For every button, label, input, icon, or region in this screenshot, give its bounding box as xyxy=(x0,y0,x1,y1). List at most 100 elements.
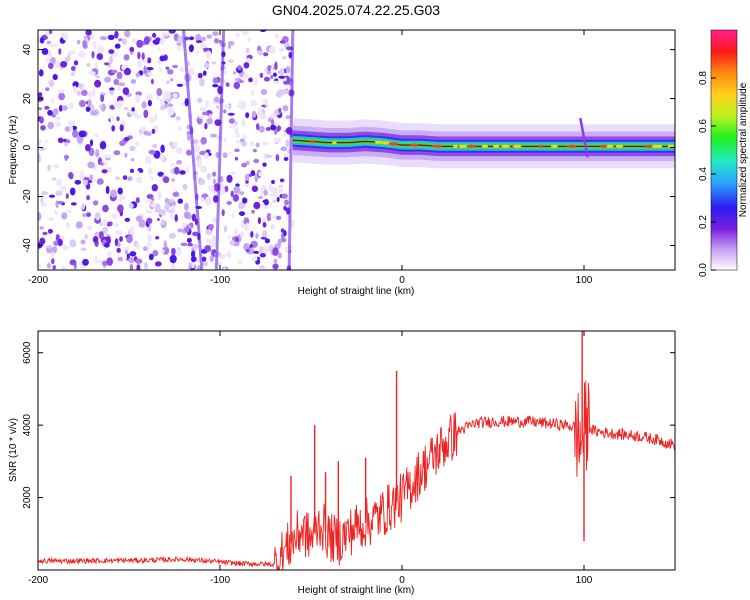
noise-blob xyxy=(263,76,271,82)
noise-blob xyxy=(42,231,48,236)
noise-blob xyxy=(147,72,153,76)
noise-blob xyxy=(55,234,60,242)
noise-blob xyxy=(104,242,110,248)
noise-blob xyxy=(209,241,215,248)
noise-blob xyxy=(266,212,272,222)
noise-blob xyxy=(239,231,244,238)
noise-blob xyxy=(124,136,130,142)
noise-blob xyxy=(204,245,212,252)
noise-blob xyxy=(199,78,205,87)
noise-blob xyxy=(53,108,59,116)
noise-blob xyxy=(211,61,217,65)
noise-blob xyxy=(212,77,219,84)
noise-blob xyxy=(191,261,195,269)
noise-blob xyxy=(146,233,153,243)
noise-blob xyxy=(45,87,50,91)
noise-blob xyxy=(60,61,68,68)
noise-blob xyxy=(104,76,112,83)
noise-blob xyxy=(61,212,68,220)
noise-blob xyxy=(101,219,108,227)
noise-blob xyxy=(243,217,250,226)
noise-blob xyxy=(107,34,115,41)
noise-blob xyxy=(223,109,227,114)
noise-blob xyxy=(89,174,94,181)
noise-blob xyxy=(277,240,282,249)
noise-blob xyxy=(179,170,186,175)
noise-blob xyxy=(102,204,109,213)
noise-blob xyxy=(169,254,177,264)
noise-blob xyxy=(188,36,195,41)
noise-blob xyxy=(187,68,195,75)
noise-blob xyxy=(182,222,187,228)
noise-blob xyxy=(191,250,196,258)
noise-blob xyxy=(227,151,233,155)
noise-blob xyxy=(68,50,76,55)
noise-blob xyxy=(65,139,71,144)
noise-blob xyxy=(283,80,290,85)
noise-blob xyxy=(205,201,210,206)
colorbar-tick-label: 0.6 xyxy=(698,119,709,133)
noise-blob xyxy=(84,233,88,240)
noise-blob xyxy=(85,144,91,152)
noise-blob xyxy=(96,45,105,54)
noise-blob xyxy=(58,88,65,94)
noise-blob xyxy=(117,85,121,92)
noise-blob xyxy=(54,121,62,127)
noise-blob xyxy=(116,116,120,122)
noise-blob xyxy=(86,63,91,67)
noise-blob xyxy=(281,193,288,199)
noise-blob xyxy=(38,212,42,221)
noise-blob xyxy=(274,61,278,71)
noise-blob xyxy=(176,116,181,121)
noise-blob xyxy=(223,138,227,143)
noise-blob xyxy=(244,173,250,181)
signal-hotspot xyxy=(432,144,443,148)
noise-blob xyxy=(270,119,275,126)
signal-hotspot xyxy=(458,144,468,148)
noise-blob xyxy=(195,40,203,44)
noise-blob xyxy=(51,258,55,265)
noise-blob xyxy=(187,132,191,142)
noise-blob xyxy=(281,133,288,137)
noise-blob xyxy=(283,157,289,161)
noise-blob xyxy=(45,30,50,37)
noise-blob xyxy=(269,202,273,207)
noise-blob xyxy=(283,205,287,211)
noise-blob xyxy=(200,137,207,145)
noise-blob xyxy=(151,184,158,192)
snr-plot-area xyxy=(38,331,675,570)
noise-blob xyxy=(205,99,209,108)
noise-blob xyxy=(280,146,288,152)
noise-blob xyxy=(118,100,124,108)
noise-blob xyxy=(114,223,120,228)
noise-blob xyxy=(208,223,214,230)
noise-blob xyxy=(253,250,260,254)
noise-blob xyxy=(92,200,99,206)
signal-hotspot xyxy=(410,143,419,147)
colorbar-label: Normalized spectral amplitude xyxy=(738,82,749,217)
noise-blob xyxy=(40,125,46,131)
noise-blob xyxy=(272,247,279,256)
noise-blob xyxy=(92,236,99,243)
noise-blob xyxy=(190,256,197,263)
noise-blob xyxy=(232,194,239,202)
noise-blob xyxy=(169,141,174,147)
noise-blob xyxy=(245,47,250,54)
x-tick-label: 0 xyxy=(399,575,405,586)
noise-blob xyxy=(205,149,211,153)
noise-blob xyxy=(237,260,243,265)
noise-blob xyxy=(80,247,87,251)
noise-blob xyxy=(155,37,161,42)
noise-blob xyxy=(81,89,88,96)
noise-blob xyxy=(233,228,238,236)
noise-blob xyxy=(94,61,98,70)
x-tick-label: -200 xyxy=(28,575,48,586)
noise-blob xyxy=(161,32,169,37)
y-tick-label: 20 xyxy=(22,93,33,105)
noise-blob xyxy=(247,37,251,43)
noise-blob xyxy=(160,144,165,153)
noise-blob xyxy=(230,190,234,198)
noise-blob xyxy=(197,98,203,103)
noise-blob xyxy=(207,185,215,192)
noise-blob xyxy=(185,167,190,173)
